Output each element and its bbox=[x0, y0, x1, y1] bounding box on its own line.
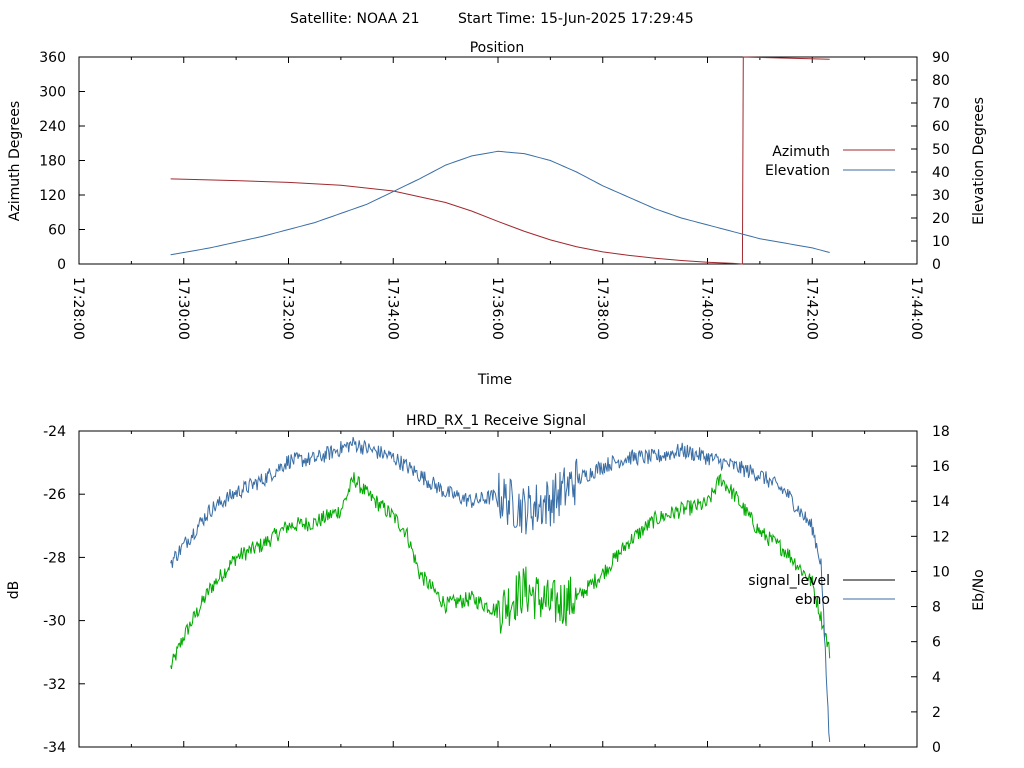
x-tick-label: 17:36:00 bbox=[489, 277, 505, 340]
y2-tick-label: 12 bbox=[932, 529, 950, 545]
y2-tick-label: 18 bbox=[932, 424, 950, 440]
legend-ebno-label: ebno bbox=[795, 592, 830, 608]
y-tick-label: 120 bbox=[39, 188, 66, 204]
x-tick-label: 17:38:00 bbox=[594, 277, 610, 340]
y-tick-label: -30 bbox=[43, 614, 66, 630]
position-x-axis-label: Time bbox=[477, 372, 512, 388]
y2-tick-label: 60 bbox=[932, 119, 950, 135]
y-tick-label: 0 bbox=[57, 257, 66, 273]
x-tick-label: 17:30:00 bbox=[175, 277, 191, 340]
x-tick-label: 17:40:00 bbox=[699, 277, 715, 340]
y-tick-label: -24 bbox=[43, 424, 66, 440]
start-time-label: Start Time: 15-Jun-2025 17:29:45 bbox=[458, 11, 694, 27]
position-chart-title: Position bbox=[470, 40, 525, 56]
position-series bbox=[170, 56, 830, 265]
position-plot-frame bbox=[78, 56, 918, 265]
y2-tick-label: 20 bbox=[932, 211, 950, 227]
position-y2-axis: 0 10 20 30 40 50 60 70 80 90 bbox=[911, 50, 950, 273]
legend-elevation-label: Elevation bbox=[765, 163, 830, 179]
y2-tick-label: 6 bbox=[932, 635, 941, 651]
legend-signal-level-label: signal_level bbox=[748, 573, 830, 589]
y2-tick-label: 30 bbox=[932, 188, 950, 204]
signal-legend: signal_level ebno bbox=[748, 573, 895, 608]
legend-azimuth-label: Azimuth bbox=[772, 144, 830, 160]
y-tick-label: -26 bbox=[43, 487, 66, 503]
y2-tick-label: 14 bbox=[932, 494, 950, 510]
position-x-axis: 17:28:00 17:30:00 17:32:00 17:34:00 17:36:00… bbox=[70, 57, 924, 340]
satellite-label: Satellite: NOAA 21 bbox=[290, 11, 420, 27]
y2-tick-label: 50 bbox=[932, 142, 950, 158]
signal-y2-axis: 0 2 4 6 8 10 12 14 16 18 bbox=[911, 424, 950, 756]
y-tick-label: 240 bbox=[39, 119, 66, 135]
y2-tick-label: 0 bbox=[932, 740, 941, 756]
signal-chart-title: HRD_RX_1 Receive Signal bbox=[406, 413, 586, 429]
position-y-axis: 0 60 120 180 240 300 360 bbox=[39, 50, 85, 273]
y2-tick-label: 70 bbox=[932, 96, 950, 112]
y2-tick-label: 0 bbox=[932, 257, 941, 273]
position-legend: Azimuth Elevation bbox=[765, 144, 895, 179]
y-tick-label: 60 bbox=[48, 223, 66, 239]
signal-chart: HRD_RX_1 Receive Signal -24-26-28-30-32-… bbox=[6, 413, 987, 756]
y2-tick-label: 80 bbox=[932, 73, 950, 89]
signal-level-line bbox=[170, 472, 831, 670]
y2-tick-label: 10 bbox=[932, 234, 950, 250]
x-tick-label: 17:44:00 bbox=[908, 277, 924, 340]
elevation-line bbox=[170, 150, 830, 256]
y2-tick-label: 8 bbox=[932, 600, 941, 616]
y-tick-label: -28 bbox=[43, 550, 66, 566]
signal-y-axis-label: dB bbox=[6, 581, 22, 600]
y2-tick-label: 16 bbox=[932, 459, 950, 475]
signal-x-axis bbox=[78, 431, 918, 747]
position-y2-axis-label: Elevation Degrees bbox=[971, 97, 987, 225]
y-tick-label: 300 bbox=[39, 85, 66, 101]
ebno-line bbox=[170, 436, 831, 743]
y2-tick-label: 10 bbox=[932, 564, 950, 580]
y-tick-label: 180 bbox=[39, 154, 66, 170]
x-tick-label: 17:42:00 bbox=[803, 277, 819, 340]
signal-y2-axis-label: Eb/No bbox=[971, 569, 987, 611]
position-y-axis-label: Azimuth Degrees bbox=[7, 101, 23, 221]
y-tick-label: 360 bbox=[39, 50, 66, 66]
signal-series bbox=[170, 436, 831, 743]
x-tick-label: 17:32:00 bbox=[280, 277, 296, 340]
position-chart: Position 0 60 120 180 240 300 360 0 10 20 30 40 50 6… bbox=[7, 40, 987, 388]
azimuth-line bbox=[170, 56, 830, 265]
signal-plot-frame bbox=[78, 430, 918, 748]
y-tick-label: -34 bbox=[43, 740, 66, 756]
x-tick-label: 17:28:00 bbox=[70, 277, 86, 340]
y2-tick-label: 40 bbox=[932, 165, 950, 181]
signal-y-axis: -24 -26 -28 -30 -32 -34 bbox=[43, 424, 85, 756]
y2-tick-label: 4 bbox=[932, 670, 941, 686]
y2-tick-label: 2 bbox=[932, 705, 941, 721]
y2-tick-label: 90 bbox=[932, 50, 950, 66]
x-tick-label: 17:34:00 bbox=[384, 277, 400, 340]
y-tick-label: -32 bbox=[43, 677, 66, 693]
